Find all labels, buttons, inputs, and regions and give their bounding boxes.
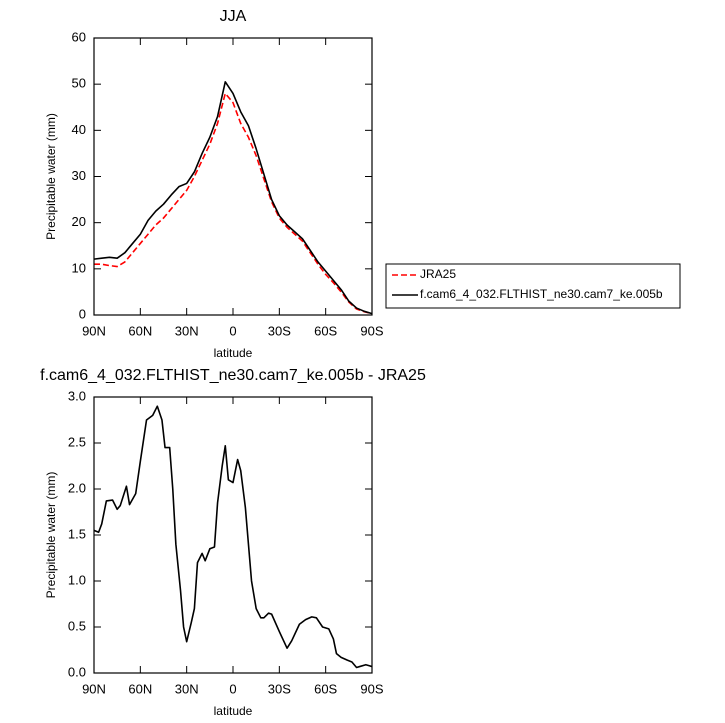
x-tick-label: 30N xyxy=(175,681,199,696)
legend-label: f.cam6_4_032.FLTHIST_ne30.cam7_ke.005b xyxy=(420,287,663,301)
legend-box xyxy=(385,263,681,309)
y-axis-label: Precipitable water (mm) xyxy=(44,113,58,240)
y-tick-label: 3.0 xyxy=(68,388,86,403)
x-tick-label: 0 xyxy=(229,323,236,338)
x-tick-label: 90N xyxy=(82,323,106,338)
y-tick-label: 10 xyxy=(72,260,86,275)
x-tick-label: 60S xyxy=(314,323,337,338)
y-tick-label: 0 xyxy=(79,306,86,321)
legend-label: JRA25 xyxy=(420,267,456,281)
y-tick-label: 2.0 xyxy=(68,480,86,495)
data-line xyxy=(93,405,373,669)
plot-frame xyxy=(93,37,373,316)
y-axis-label: Precipitable water (mm) xyxy=(44,472,58,599)
y-tick-label: 1.5 xyxy=(68,526,86,541)
y-tick-label: 40 xyxy=(72,122,86,137)
y-tick-label: 30 xyxy=(72,168,86,183)
chart-title: JJA xyxy=(220,8,247,25)
x-tick-label: 60N xyxy=(128,681,152,696)
y-tick-label: 50 xyxy=(72,76,86,91)
data-line xyxy=(94,92,373,315)
x-tick-label: 60S xyxy=(314,681,337,696)
x-axis-label: latitude xyxy=(214,346,253,360)
y-tick-label: 0.5 xyxy=(68,618,86,633)
y-tick-label: 1.0 xyxy=(68,572,86,587)
y-tick-label: 0.0 xyxy=(68,664,86,679)
x-tick-label: 60N xyxy=(128,323,152,338)
data-line xyxy=(93,81,373,315)
x-tick-label: 90S xyxy=(360,681,383,696)
y-tick-label: 20 xyxy=(72,214,86,229)
x-tick-label: 30S xyxy=(268,681,291,696)
y-tick-label: 2.5 xyxy=(68,434,86,449)
x-tick-label: 30S xyxy=(268,323,291,338)
chart-title: f.cam6_4_032.FLTHIST_ne30.cam7_ke.005b -… xyxy=(40,367,426,384)
plot-frame xyxy=(93,396,373,674)
x-tick-label: 30N xyxy=(175,323,199,338)
x-axis-label: latitude xyxy=(214,704,253,718)
x-tick-label: 0 xyxy=(229,681,236,696)
x-tick-label: 90S xyxy=(360,323,383,338)
y-tick-label: 60 xyxy=(72,29,86,44)
x-tick-label: 90N xyxy=(82,681,106,696)
